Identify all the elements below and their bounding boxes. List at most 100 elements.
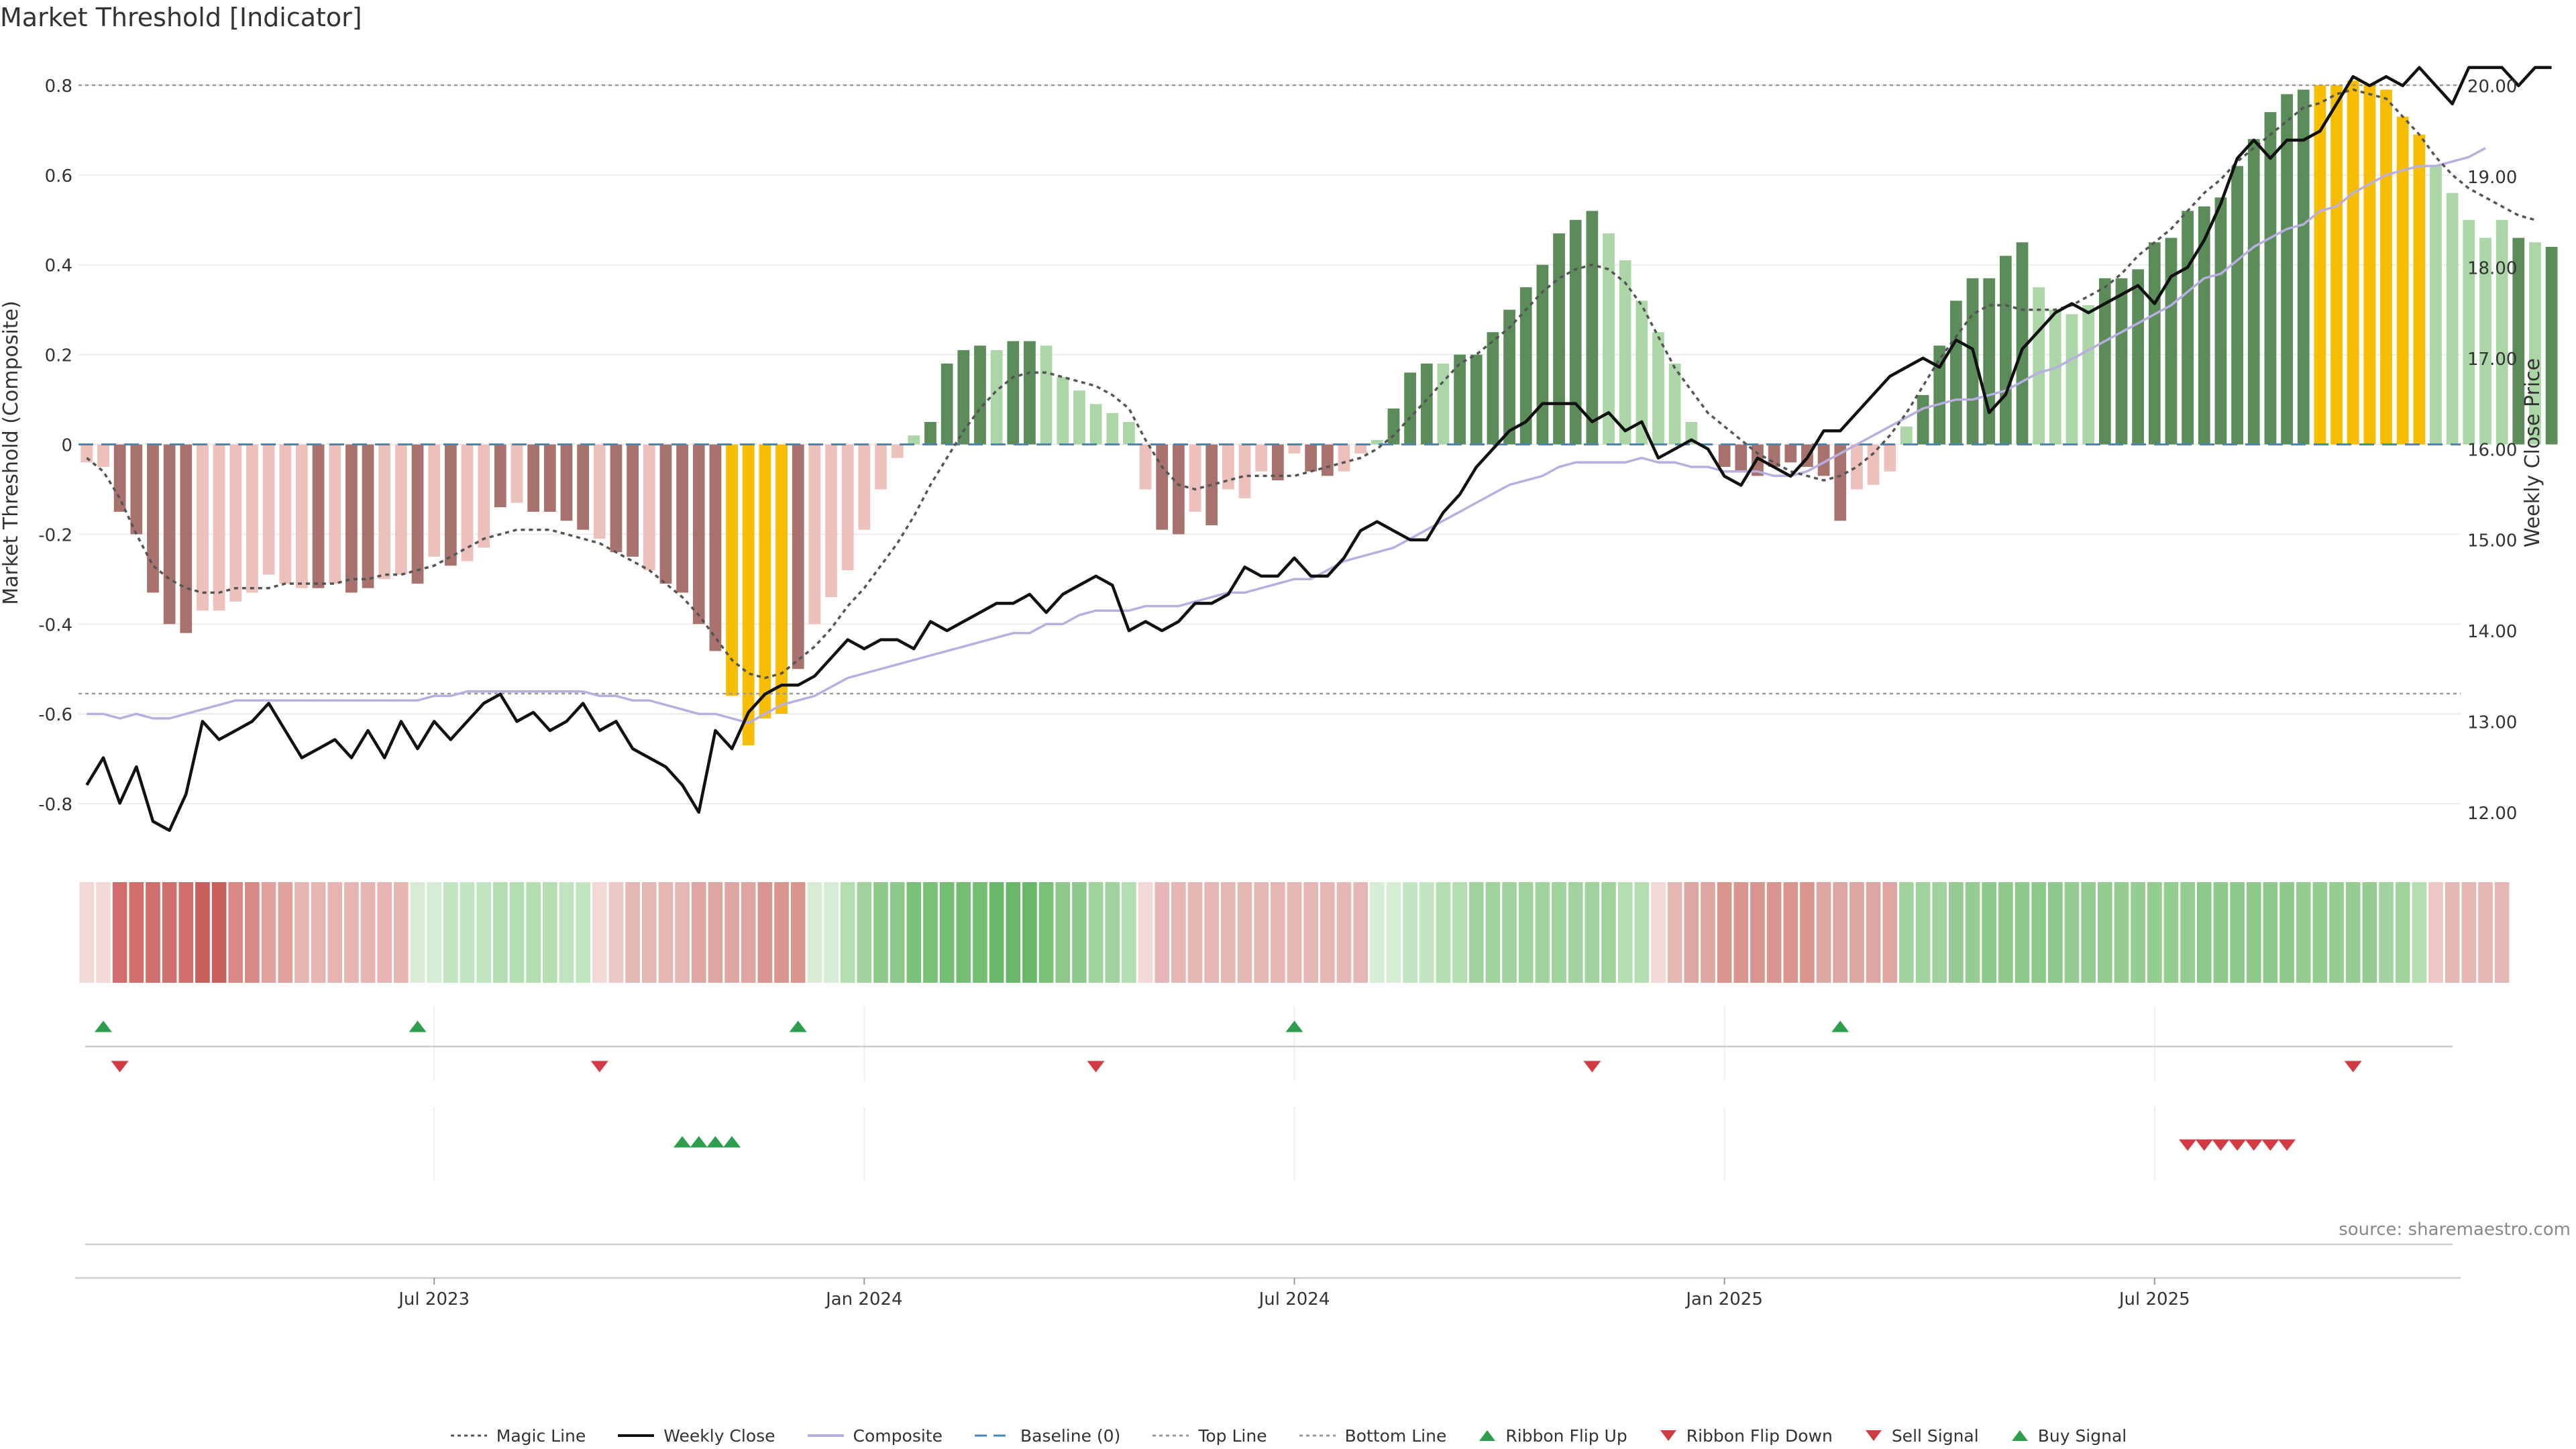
- ribbon-cell: [294, 882, 309, 983]
- ribbon-cell: [1717, 882, 1732, 983]
- composite-bar: [345, 444, 358, 593]
- composite-bar: [577, 444, 589, 530]
- ribbon-cell: [2230, 882, 2245, 983]
- x-tick-label: Jan 2024: [824, 1289, 903, 1309]
- ribbon-cell: [2180, 882, 2195, 983]
- legend-swatch: [974, 1434, 1011, 1437]
- ribbon-cell: [278, 882, 293, 983]
- composite-bar: [1255, 444, 1268, 472]
- composite-bar: [974, 345, 986, 445]
- ribbon-cell: [989, 882, 1004, 983]
- composite-bar: [461, 444, 474, 561]
- legend-swatch: [1660, 1430, 1676, 1441]
- composite-bar: [2247, 139, 2260, 445]
- legend-swatch: [1152, 1434, 1189, 1437]
- ribbon-cell: [1204, 882, 1220, 983]
- ribbon-cell: [1485, 882, 1501, 983]
- ribbon-cell: [526, 882, 541, 983]
- ribbon-cell: [1452, 882, 1467, 983]
- ribbon-cell: [1122, 882, 1136, 983]
- ribbon-cell: [1237, 882, 1252, 983]
- ribbon-cell: [410, 882, 425, 983]
- composite-bar: [610, 444, 623, 553]
- ribbon-cell: [2312, 882, 2328, 983]
- composite-bar: [180, 444, 193, 633]
- composite-bar: [394, 444, 407, 575]
- ribbon-cell: [1072, 882, 1087, 983]
- ribbon-strip: [79, 882, 2510, 983]
- composite-bar: [1536, 264, 1549, 445]
- legend-item: Ribbon Flip Up: [1477, 1426, 1627, 1446]
- ribbon-cell: [1320, 882, 1335, 983]
- ribbon-cell: [1552, 882, 1566, 983]
- composite-bar: [2430, 166, 2442, 445]
- composite-bar: [1685, 422, 1698, 445]
- ribbon-cell: [973, 882, 987, 983]
- composite-bar: [1007, 341, 1020, 445]
- composite-bar: [1371, 439, 1383, 445]
- y-tick-right: 18.00: [2467, 258, 2517, 278]
- magic-line: [86, 88, 2536, 680]
- ribbon-cell: [360, 882, 376, 983]
- x-tick-label: Jul 2023: [397, 1289, 470, 1309]
- composite-bar: [1999, 256, 2012, 445]
- legend-label: Sell Signal: [1891, 1426, 1979, 1446]
- composite-bar: [296, 444, 308, 588]
- ribbon-cell: [1353, 882, 1368, 983]
- composite-bar: [1089, 404, 1102, 445]
- ribbon-cell: [1617, 882, 1633, 983]
- legend-label: Weekly Close: [663, 1426, 775, 1446]
- ribbon-flip-up-marker: [1831, 1020, 1849, 1032]
- composite-bar: [1834, 444, 1847, 521]
- legend-label: Composite: [853, 1426, 943, 1446]
- ribbon-cell: [641, 882, 657, 983]
- composite-bar: [2198, 206, 2210, 445]
- ribbon-flip-down-marker: [2344, 1061, 2362, 1073]
- composite-bar: [908, 435, 920, 445]
- composite-bar: [759, 444, 771, 718]
- sell-signal-marker: [2278, 1139, 2296, 1151]
- composite-bar: [163, 444, 176, 625]
- composite-bar: [494, 444, 506, 508]
- composite-bar: [2330, 85, 2343, 445]
- legend-label: Ribbon Flip Up: [1505, 1426, 1627, 1446]
- composite-bar: [1139, 444, 1152, 490]
- composite-bar: [891, 444, 904, 458]
- composite-bar: [130, 444, 143, 535]
- composite-bar: [1519, 287, 1532, 445]
- ribbon-cell: [96, 882, 111, 983]
- ribbon-flip-down-marker: [1583, 1061, 1601, 1073]
- composite-bar: [329, 444, 341, 584]
- ribbon-cell: [2445, 882, 2460, 983]
- ribbon-flip-up-marker: [789, 1020, 807, 1032]
- x-tick-label: Jan 2025: [1684, 1289, 1763, 1309]
- ribbon-cell: [1965, 882, 1980, 983]
- ribbon-cell: [211, 882, 227, 983]
- composite-bar: [643, 444, 655, 570]
- ribbon-cell: [1088, 882, 1104, 983]
- composite-bars: [80, 80, 2558, 746]
- ribbon-cell: [1502, 882, 1517, 983]
- composite-bar: [2214, 197, 2227, 445]
- ribbon-cell: [824, 882, 839, 983]
- composite-bar: [1024, 341, 1036, 445]
- legend-item: Magic Line: [449, 1426, 586, 1446]
- ribbon-cell: [129, 882, 144, 983]
- ribbon-cell: [675, 882, 690, 983]
- ribbon-cell: [708, 882, 723, 983]
- ribbon-cell: [1022, 882, 1037, 983]
- ribbon-cell: [2296, 882, 2311, 983]
- ribbon-cell: [2362, 882, 2377, 983]
- y-tick-right: 16.00: [2467, 440, 2517, 460]
- composite-bar: [1635, 301, 1648, 445]
- ribbon-cell: [2263, 882, 2278, 983]
- sell-signal-marker: [2245, 1139, 2263, 1151]
- composite-bar: [1917, 394, 1929, 445]
- composite-bar: [1817, 444, 1830, 476]
- ribbon-flip-up-marker: [94, 1020, 112, 1032]
- y-tick-left: -0.8: [38, 795, 72, 815]
- y-tick-left: -0.6: [38, 705, 72, 725]
- composite-bar: [444, 444, 457, 566]
- composite-bar: [1867, 444, 1880, 485]
